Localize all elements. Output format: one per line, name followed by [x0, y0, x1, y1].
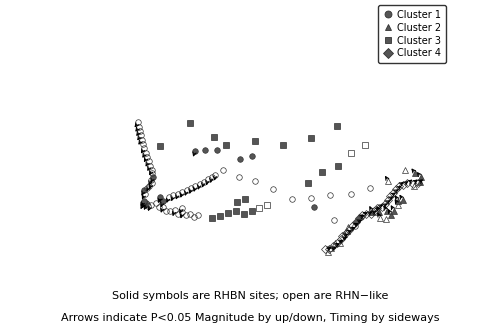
Text: Arrows indicate P<0.05 Magnitude by up/down, Timing by sideways: Arrows indicate P<0.05 Magnitude by up/d…: [61, 313, 440, 323]
Text: Solid symbols are RHBN sites; open are RHN−like: Solid symbols are RHBN sites; open are R…: [112, 291, 388, 301]
Legend: Cluster 1, Cluster 2, Cluster 3, Cluster 4: Cluster 1, Cluster 2, Cluster 3, Cluster…: [378, 5, 446, 63]
